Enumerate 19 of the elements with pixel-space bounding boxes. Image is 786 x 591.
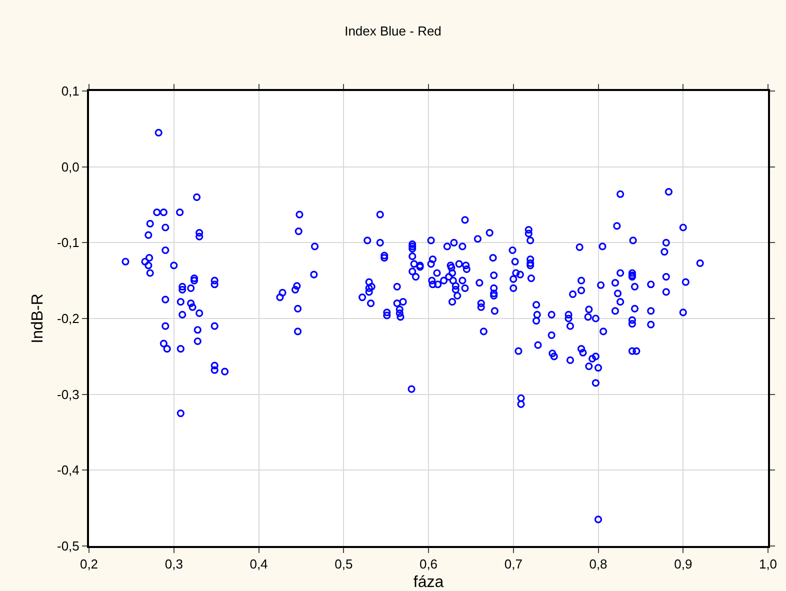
x-tick-label: 0,7: [504, 556, 522, 572]
x-tick-label: 0,6: [419, 556, 438, 572]
x-tick-label: 0,3: [164, 556, 183, 572]
y-tick-label: 0,1: [61, 84, 80, 99]
x-tick-label: 0,2: [80, 556, 98, 572]
y-tick-label: -0,5: [56, 538, 80, 554]
y-tick-label: -0,2: [56, 311, 80, 326]
x-axis-title: fáza: [413, 574, 444, 591]
y-tick-label: 0,0: [61, 159, 80, 174]
y-tick-label: -0,1: [56, 235, 80, 250]
x-tick-label: 0,4: [250, 556, 268, 572]
x-tick-label: 1,0: [758, 556, 778, 572]
x-tick-label: 0,8: [589, 556, 608, 572]
y-tick-label: -0,4: [56, 462, 80, 478]
y-axis-title: IndB-R: [29, 294, 46, 344]
chart-title: Index Blue - Red: [344, 24, 442, 39]
y-tick-label: -0,3: [56, 386, 80, 402]
x-tick-label: 0,9: [674, 556, 692, 572]
x-tick-label: 0,5: [334, 556, 353, 572]
